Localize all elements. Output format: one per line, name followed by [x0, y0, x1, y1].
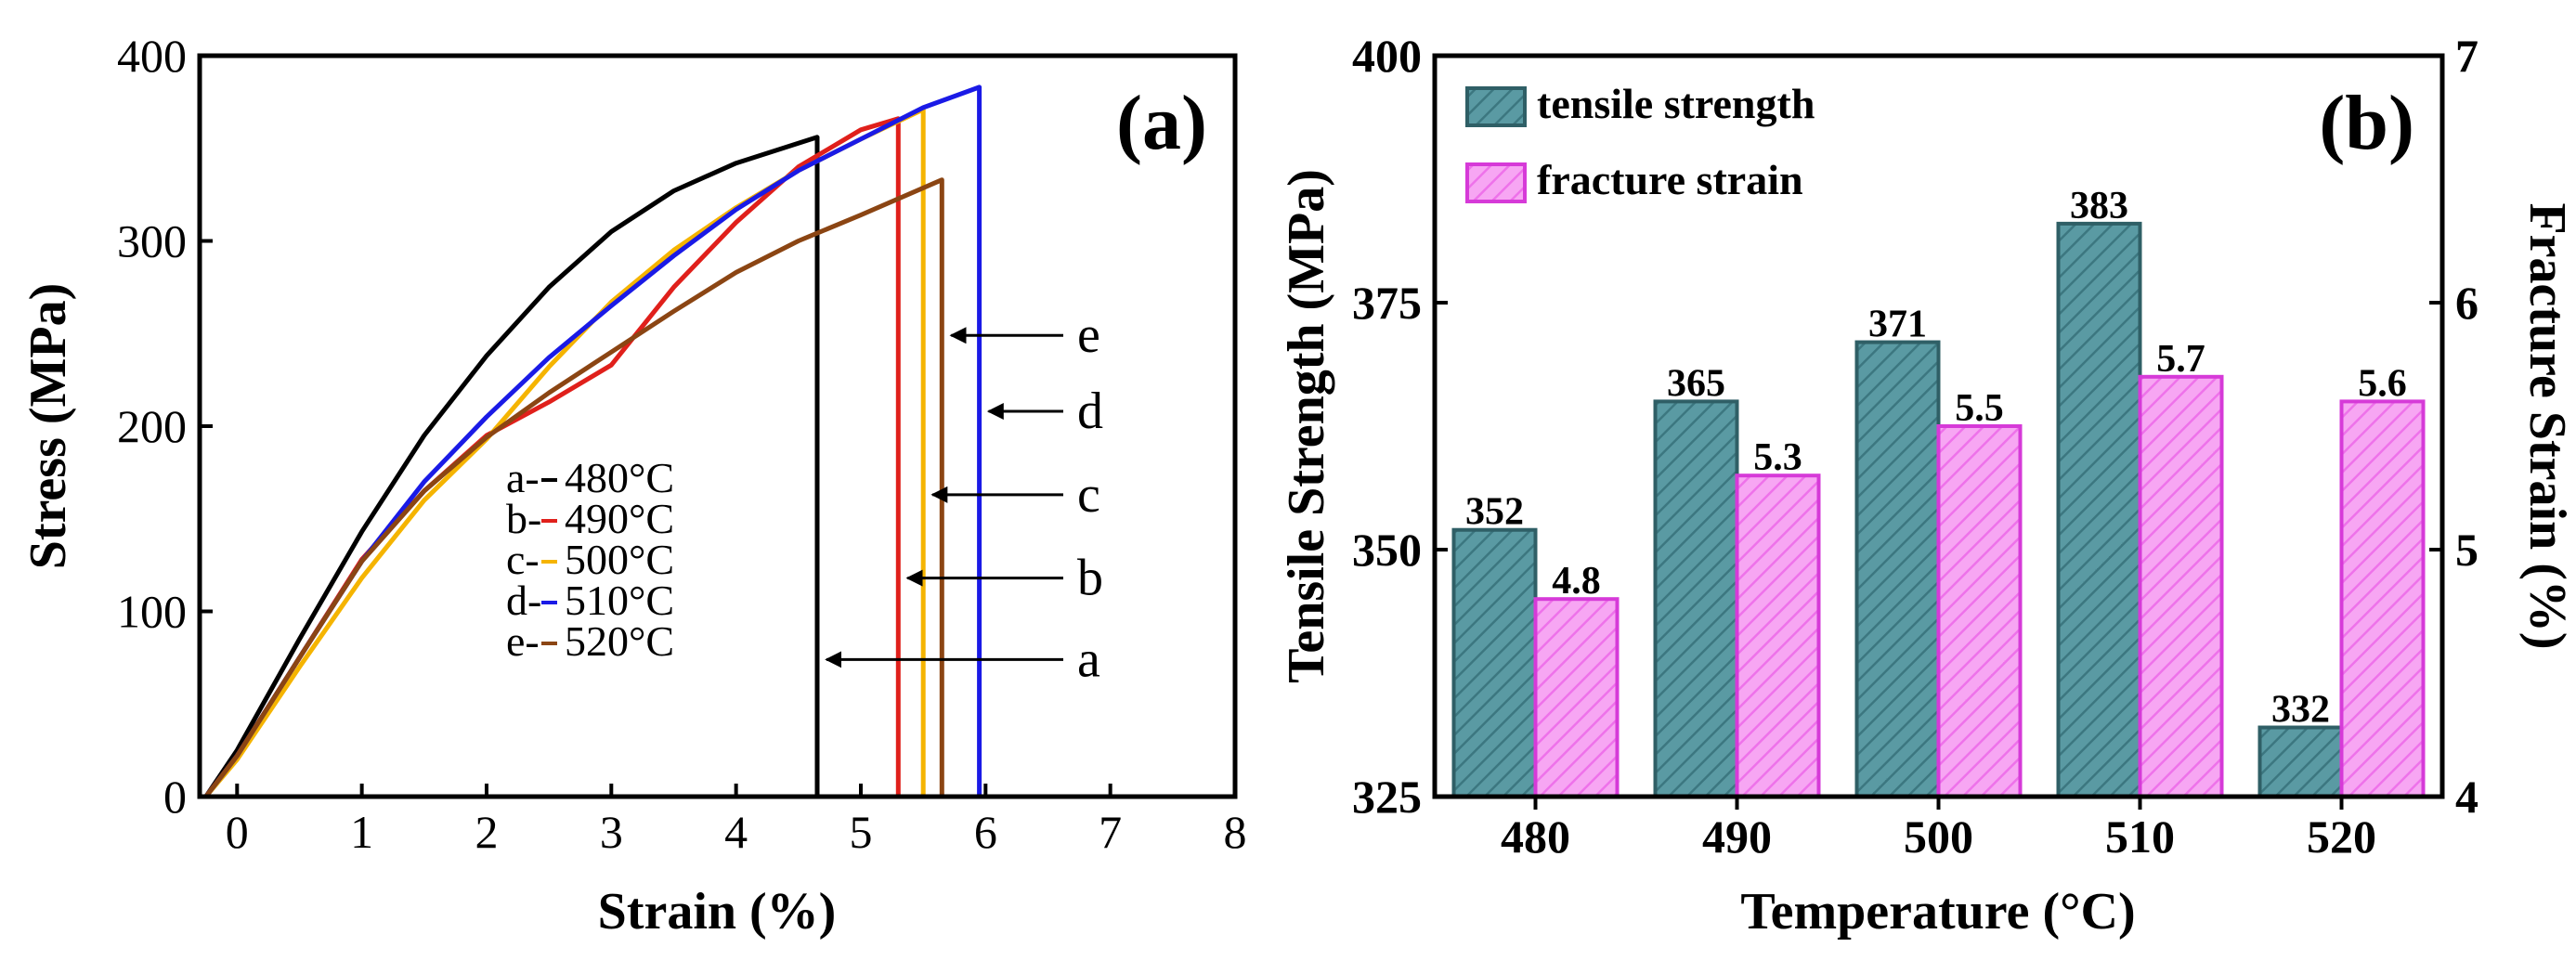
legend-prefix: a-: [506, 454, 540, 501]
x-tick-label: 6: [974, 806, 997, 858]
legend-prefix: e-: [506, 617, 540, 665]
stress-strain-curves: [203, 84, 982, 798]
legend-prefix: b-: [506, 495, 541, 542]
arrow-label-a: a: [1077, 630, 1100, 688]
legend-swatch: [1465, 162, 1527, 203]
tensile-strength-value-510: 383: [2070, 185, 2128, 227]
bar-series: [1451, 221, 2426, 799]
chart-b-y-ticks-right: 4 5 6 7: [2429, 30, 2478, 823]
arrow-label-d: d: [1077, 383, 1103, 440]
x-tick-label: 510: [2105, 811, 2175, 863]
tensile-strength-bar-520: [2257, 725, 2344, 799]
y-tick-label: 200: [117, 400, 187, 452]
x-tick-label: 480: [1501, 811, 1570, 863]
chart-b-x-ticks: 480 490 500 510 520: [1501, 797, 2376, 863]
chart-b-y-axis-label-right: Fracture Strain (%): [2518, 202, 2576, 649]
chart-a-x-ticks: 0 1 2 3 4 5 6 7 8: [226, 784, 1247, 858]
chart-a-y-ticks: 0 100 200 300 400: [117, 30, 213, 823]
y-tick-label: 400: [117, 30, 187, 82]
legend-label: 480°C: [565, 454, 674, 501]
curve-e: [203, 177, 944, 798]
fracture-strain-value-520: 5.6: [2358, 362, 2407, 405]
tensile-strength-value-490: 365: [1667, 362, 1725, 405]
tensile-strength-bar-510: [2056, 221, 2142, 798]
legend-label: 490°C: [565, 495, 674, 542]
y-tick-label-left: 350: [1352, 524, 1422, 576]
fracture-strain-value-510: 5.7: [2156, 338, 2205, 381]
chart-a-y-axis-label: Stress (MPa): [20, 283, 77, 569]
strength-strain-bar-chart: 352 4.8 365 5.3 371 5.5 383 5.7 332 5.6 480 490 500…: [1278, 30, 2576, 941]
fracture-strain-value-480: 4.8: [1552, 560, 1601, 603]
bar-value-labels: 352 4.8 365 5.3 371 5.5 383 5.7 332 5.6: [1465, 185, 2407, 732]
curve-b: [203, 116, 901, 798]
legend-label: 520°C: [565, 617, 674, 665]
chart-a-x-axis-label: Strain (%): [598, 883, 837, 941]
y-tick-label: 0: [163, 771, 187, 823]
x-tick-label: 2: [475, 806, 498, 858]
x-tick-label: 490: [1702, 811, 1772, 863]
tensile-strength-bar-490: [1653, 399, 1739, 798]
x-tick-label: 4: [724, 806, 748, 858]
x-tick-label: 8: [1224, 806, 1247, 858]
legend-prefix: c-: [506, 536, 540, 583]
x-tick-label: 5: [849, 806, 872, 858]
chart-b-y-ticks-left: 325 350 375 400: [1352, 30, 1448, 823]
tensile-strength-value-480: 352: [1465, 491, 1524, 534]
y-tick-label-right: 7: [2455, 30, 2478, 82]
fracture-strain-value-500: 5.5: [1955, 387, 2004, 430]
fracture-strain-bar-480: [1533, 597, 1620, 799]
y-tick-label: 300: [117, 215, 187, 267]
legend-swatch: [1465, 86, 1527, 127]
x-tick-label: 520: [2307, 811, 2376, 863]
x-tick-label: 500: [1904, 811, 1973, 863]
y-tick-label-right: 5: [2455, 524, 2478, 576]
chart-b-legend: tensile strength fracture strain: [1465, 80, 1815, 203]
y-tick-label-left: 325: [1352, 771, 1422, 823]
legend-prefix: d-: [506, 577, 541, 624]
fracture-strain-bar-490: [1735, 474, 1821, 798]
y-tick-label-left: 375: [1352, 277, 1422, 329]
fracture-strain-bar-520: [2339, 399, 2426, 798]
y-tick-label-left: 400: [1352, 30, 1422, 82]
x-tick-label: 7: [1099, 806, 1122, 858]
x-tick-label: 1: [350, 806, 373, 858]
curve-d: [203, 84, 982, 798]
arrow-label-c: c: [1077, 466, 1100, 524]
chart-b-x-axis-label: Temperature (°C): [1740, 883, 2135, 941]
curve-a: [203, 135, 820, 798]
tensile-strength-bar-480: [1451, 527, 1538, 798]
y-tick-label-right: 6: [2455, 277, 2478, 329]
y-tick-label-right: 4: [2455, 771, 2478, 823]
fracture-strain-value-490: 5.3: [1753, 436, 1802, 479]
tensile-strength-value-500: 371: [1868, 304, 1927, 346]
tensile-strength-value-520: 332: [2271, 689, 2330, 732]
chart-a-legend: a- 480°C b- 490°C c- 500°C d- 510°C e- 520°C: [506, 454, 674, 665]
panel-b-label: (b): [2319, 80, 2414, 166]
arrow-label-b: b: [1077, 550, 1103, 607]
legend-label: fracture strain: [1537, 156, 1803, 203]
panel-a-label: (a): [1116, 80, 1207, 166]
tensile-strength-bar-500: [1854, 340, 1941, 798]
x-tick-label: 0: [226, 806, 249, 858]
legend-label: tensile strength: [1537, 80, 1815, 127]
chart-b-y-axis-label-left: Tensile Strength (MPa): [1278, 169, 1335, 683]
fracture-strain-bar-510: [2138, 374, 2224, 798]
legend-label: 500°C: [565, 536, 674, 583]
fracture-strain-bar-500: [1936, 424, 2023, 798]
arrow-label-e: e: [1077, 306, 1100, 364]
x-tick-label: 3: [600, 806, 623, 858]
y-tick-label: 100: [117, 586, 187, 638]
legend-label: 510°C: [565, 577, 674, 624]
